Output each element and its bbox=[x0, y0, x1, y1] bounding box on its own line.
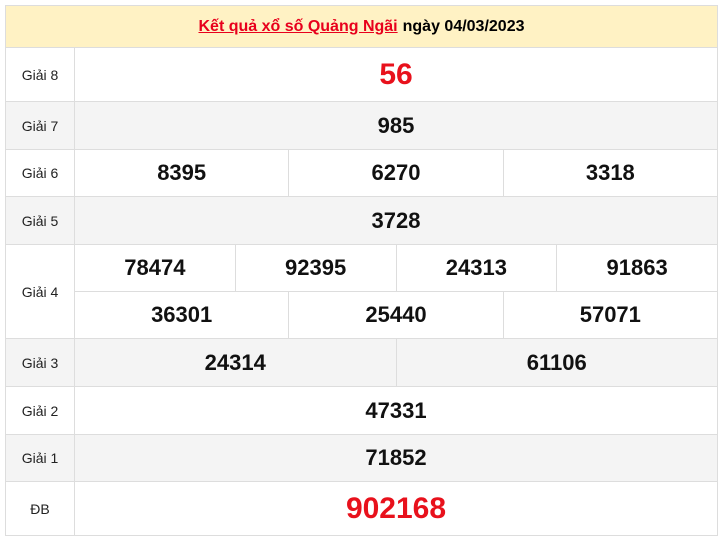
draw-date: ngày 04/03/2023 bbox=[402, 17, 525, 35]
prize-number: 71852 bbox=[365, 445, 427, 470]
prize-number: 25440 bbox=[288, 292, 502, 338]
prize-label: Giải 6 bbox=[6, 150, 75, 196]
prize-label: Giải 8 bbox=[6, 48, 75, 101]
prize-number: 36301 bbox=[151, 302, 213, 327]
table-header: Kết quả xổ số Quảng Ngãi ngày 04/03/2023 bbox=[6, 6, 717, 48]
prize-number: 985 bbox=[377, 112, 415, 138]
prize-row: Giải 4 78474 92395 24313 91863 36301 25440 5707… bbox=[6, 245, 717, 339]
prize-label: Giải 3 bbox=[6, 339, 75, 386]
prize-number: 8395 bbox=[157, 160, 207, 185]
prize-number: 3728 bbox=[371, 207, 421, 233]
prize-row: Giải 1 71852 bbox=[6, 435, 717, 482]
prize-row: Giải 2 47331 bbox=[6, 387, 717, 435]
prize-number: 24314 bbox=[204, 349, 266, 375]
province-results-link[interactable]: Kết quả xổ số Quảng Ngãi bbox=[198, 17, 398, 35]
prize-number: 47331 bbox=[365, 397, 427, 423]
prize-label: Giải 5 bbox=[6, 197, 75, 244]
prize-row: Giải 8 56 bbox=[6, 48, 717, 102]
prize-row: Giải 3 24314 61106 bbox=[6, 339, 717, 387]
prize-row: Giải 7 985 bbox=[6, 102, 717, 150]
prize-number: 6270 bbox=[288, 150, 502, 196]
prize-label: Giải 2 bbox=[6, 387, 75, 434]
prize-number: 3318 bbox=[502, 150, 717, 196]
prize-number: 902168 bbox=[345, 491, 447, 525]
prize-number: 61106 bbox=[395, 339, 718, 386]
prize-number: 92395 bbox=[234, 245, 396, 291]
results-table: Kết quả xổ số Quảng Ngãi ngày 04/03/2023… bbox=[5, 5, 718, 536]
prize-number: 78474 bbox=[124, 255, 186, 280]
prize-label: ĐB bbox=[6, 482, 75, 535]
prize-row: Giải 6 8395 6270 3318 bbox=[6, 150, 717, 197]
prize-label: Giải 1 bbox=[6, 435, 75, 481]
prize-number: 91863 bbox=[556, 245, 717, 291]
prize-label: Giải 4 bbox=[6, 245, 75, 338]
prize-number: 56 bbox=[379, 57, 413, 91]
prize-label: Giải 7 bbox=[6, 102, 75, 149]
prize-row: Giải 5 3728 bbox=[6, 197, 717, 245]
prize-row: ĐB 902168 bbox=[6, 482, 717, 535]
prize-number: 24313 bbox=[395, 245, 557, 291]
prize-number: 57071 bbox=[502, 292, 717, 338]
